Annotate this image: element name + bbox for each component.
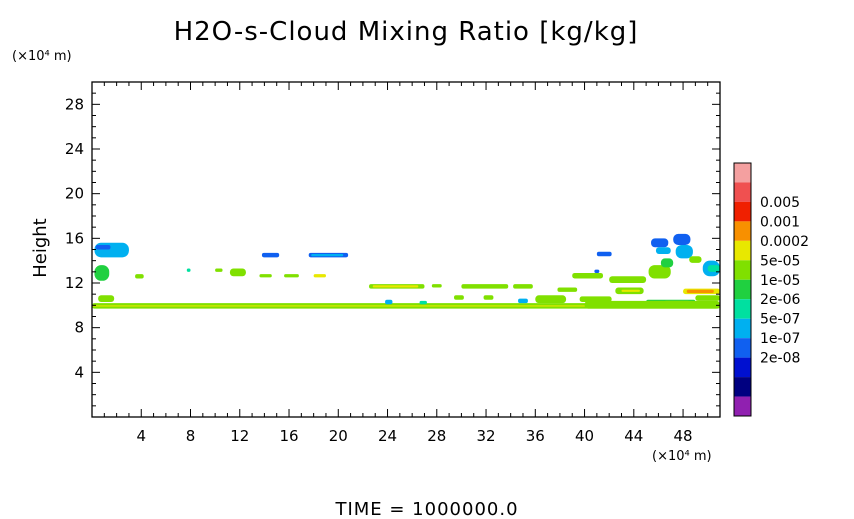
cloud-region-38 — [655, 247, 671, 254]
x-tick-label: 40 — [575, 427, 594, 445]
x-tick-label: 28 — [427, 427, 446, 445]
cloud-region-24 — [385, 299, 393, 305]
cloud-region-2 — [94, 242, 129, 258]
cloud-region-27 — [557, 287, 578, 292]
x-tick-label: 32 — [476, 427, 495, 445]
cloud-region-37 — [651, 238, 669, 248]
cloud-region-28 — [572, 272, 604, 279]
cloud-region-25 — [419, 300, 427, 305]
y-unit-label: (×10⁴ m) — [12, 49, 72, 64]
cloud-region-20 — [513, 284, 533, 289]
cloud-region-26 — [535, 295, 567, 304]
legend-swatch — [734, 318, 751, 339]
legend-label: 5e-07 — [760, 312, 800, 328]
y-tick-label: 4 — [74, 363, 84, 381]
cloud-region-48 — [695, 295, 720, 301]
cloud-region-49 — [584, 300, 720, 309]
cloud-region-19 — [461, 284, 509, 289]
cloud-region-14 — [284, 274, 299, 278]
cloud-region-8 — [215, 268, 223, 272]
cloud-region-9 — [229, 268, 246, 277]
cloud-region-18 — [431, 284, 442, 288]
cloud-region-29 — [579, 296, 612, 302]
cloud-region-42 — [660, 258, 674, 268]
x-tick-label: 48 — [674, 427, 693, 445]
cloud-region-40 — [675, 245, 693, 259]
legend-label: 2e-08 — [760, 351, 800, 367]
plot-regions — [92, 233, 720, 309]
cloud-region-4 — [94, 265, 110, 281]
legend-swatch — [734, 260, 751, 280]
legend-label: 5e-05 — [760, 253, 800, 269]
cloud-region-23 — [518, 298, 528, 304]
x-tick-label: 16 — [279, 427, 298, 445]
colorbar-legend: 0.005 0.001 0.0002 5e-05 1e-05 2e-06 5e-07 1e-0… — [733, 162, 809, 417]
y-tick-label: 24 — [65, 140, 84, 158]
y-tick-label: 12 — [65, 274, 84, 292]
x-tick-label: 24 — [378, 427, 397, 445]
legend-swatch — [734, 279, 751, 300]
legend-label: 0.005 — [760, 195, 800, 211]
legend-swatch — [734, 240, 751, 261]
legend-swatch — [734, 163, 751, 183]
cloud-region-30 — [609, 276, 647, 283]
legend-frame — [733, 162, 752, 417]
legend-swatch — [734, 182, 751, 202]
cloud-region-39 — [673, 233, 691, 246]
x-tick-label: 20 — [329, 427, 348, 445]
y-tick-label: 16 — [65, 229, 84, 247]
time-footer: TIME = 1000000.0 — [334, 499, 518, 519]
legend-swatch — [734, 221, 751, 241]
y-tick-label: 20 — [65, 185, 84, 203]
cloud-region-5 — [98, 295, 115, 302]
cloud-region-3 — [95, 245, 111, 250]
y-tick-label: 28 — [65, 95, 84, 113]
legend-label: 2e-06 — [760, 292, 800, 308]
legend-label: 0.0002 — [760, 234, 809, 250]
cloud-region-6 — [135, 274, 144, 279]
axis-ticks — [92, 82, 720, 417]
legend-swatch — [734, 338, 751, 358]
cloud-region-47 — [686, 289, 714, 294]
cloud-region-32 — [621, 289, 640, 292]
y-axis-label: Height — [30, 218, 51, 278]
cloud-region-7 — [186, 268, 191, 272]
legend-swatch — [734, 201, 751, 222]
cloud-region-10 — [261, 252, 280, 258]
cloud-region-35 — [596, 251, 612, 257]
cloud-region-36 — [594, 269, 600, 273]
cloud-region-45 — [707, 265, 720, 272]
x-tick-label: 44 — [624, 427, 643, 445]
plot-frame — [91, 81, 721, 418]
legend-label: 1e-07 — [760, 331, 800, 347]
legend-swatch — [734, 377, 751, 397]
x-tick-label: 36 — [526, 427, 545, 445]
legend-label: 0.001 — [760, 214, 800, 230]
x-tick-label: 12 — [230, 427, 249, 445]
cloud-region-12 — [311, 253, 344, 257]
legend-label: 1e-05 — [760, 273, 800, 289]
cloud-region-21 — [454, 295, 464, 300]
x-tick-label: 4 — [136, 427, 146, 445]
cloud-region-41 — [648, 265, 671, 279]
legend-swatch — [734, 396, 751, 416]
cloud-region-43 — [689, 256, 702, 263]
chart-title: H2O-s-Cloud Mixing Ratio [kg/kg] — [174, 17, 639, 47]
y-tick-label: 8 — [74, 319, 84, 337]
legend-swatch — [734, 299, 751, 319]
x-tick-label: 8 — [186, 427, 196, 445]
cloud-region-22 — [483, 295, 494, 300]
legend-swatch — [734, 357, 751, 378]
cloud-region-1 — [92, 305, 720, 307]
cloud-region-17 — [372, 285, 419, 288]
cloud-region-13 — [259, 274, 272, 278]
x-unit-label: (×10⁴ m) — [652, 449, 712, 464]
cloud-region-15 — [313, 274, 326, 278]
